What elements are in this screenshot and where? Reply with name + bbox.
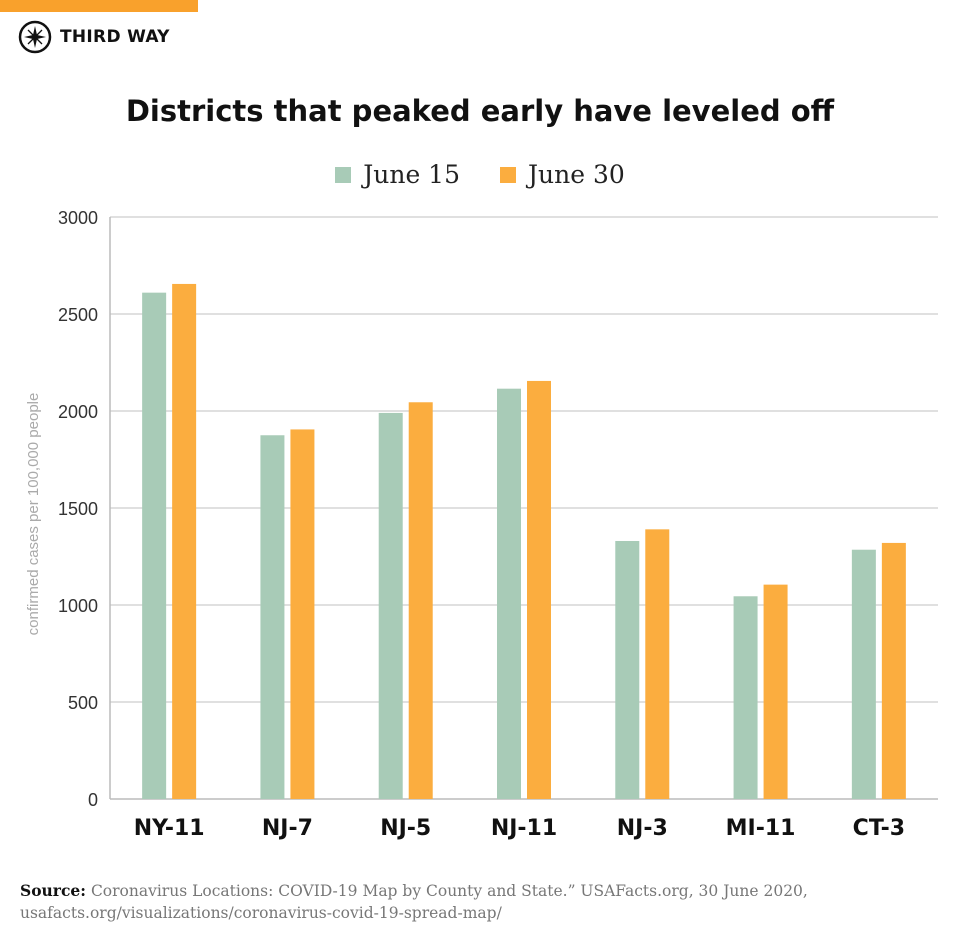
y-tick-label: 0: [88, 790, 98, 810]
legend-label: June 30: [528, 160, 625, 189]
bar-mi-11-june-30: [763, 584, 788, 799]
chart-title: Districts that peaked early have leveled…: [125, 94, 835, 128]
bar-ny-11-june-15: [142, 292, 167, 799]
legend-label: June 15: [363, 160, 460, 189]
x-tick-label: NJ-5: [380, 816, 431, 841]
logo: THIRD WAY: [18, 20, 170, 54]
source-url: usafacts.org/visualizations/coronavirus-…: [20, 904, 502, 922]
bar-nj-7-june-15: [260, 435, 285, 799]
legend: June 15 June 30: [0, 160, 960, 189]
source-text: Coronavirus Locations: COVID-19 Map by C…: [90, 882, 808, 900]
x-tick-label: CT-3: [853, 816, 905, 841]
brand-name: THIRD WAY: [60, 27, 170, 47]
y-tick-label: 3000: [58, 208, 98, 228]
bar-nj-5-june-30: [408, 402, 433, 799]
x-tick-label: NJ-3: [617, 816, 668, 841]
legend-swatch: [335, 166, 352, 183]
legend-swatch: [500, 166, 516, 183]
bar-nj-11-june-15: [497, 388, 521, 799]
y-tick-label: 2500: [58, 305, 98, 325]
bar-nj-11-june-30: [527, 380, 551, 799]
legend-item-june-30: June 30: [500, 160, 625, 189]
bar-nj-7-june-30: [290, 429, 315, 799]
bar-nj-3-june-30: [645, 529, 670, 799]
x-tick-label: NY-11: [134, 816, 205, 841]
bar-ny-11-june-30: [172, 283, 197, 799]
compass-icon: [18, 20, 52, 54]
legend-item-june-15: June 15: [335, 160, 460, 189]
bar-ct-3-june-30: [881, 542, 906, 799]
x-tick-label: NJ-11: [491, 816, 557, 841]
bar-nj-3-june-15: [615, 540, 640, 799]
source-label: Source:: [20, 881, 86, 900]
y-tick-label: 1000: [58, 596, 98, 616]
bar-mi-11-june-15: [733, 596, 758, 799]
bar-ct-3-june-15: [851, 549, 876, 799]
y-axis-label: confirmed cases per 100,000 people: [25, 393, 42, 636]
y-tick-label: 2000: [58, 402, 98, 422]
source-note: Source: Coronavirus Locations: COVID-19 …: [20, 880, 808, 924]
x-tick-label: MI-11: [726, 816, 796, 841]
y-tick-label: 1500: [58, 499, 98, 519]
y-tick-label: 500: [68, 693, 98, 713]
x-tick-label: NJ-7: [262, 816, 313, 841]
bar-nj-5-june-15: [378, 412, 403, 799]
accent-bar: [0, 0, 198, 12]
bar-chart: 0 500 1000 1500 2000 2500 3000 confirmed cases …: [25, 208, 938, 841]
